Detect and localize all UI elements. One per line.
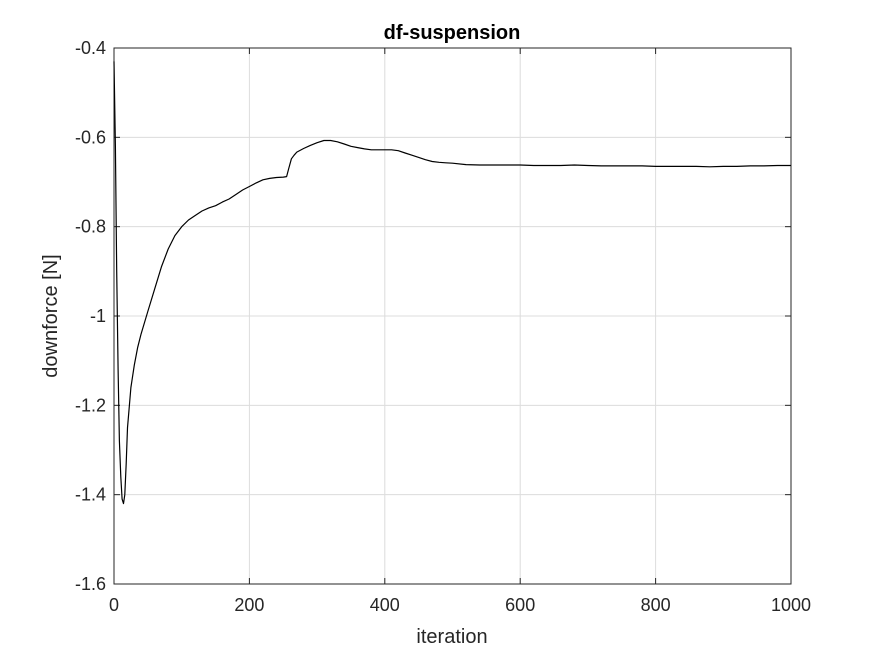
series-layer [113,61,791,505]
y-tick-label: -0.8 [75,217,106,237]
x-tick-label: 800 [641,595,671,615]
chart-title: df-suspension [384,22,521,44]
y-tick-label: -1.2 [75,395,106,415]
y-axis-label: downforce [N] [40,254,62,377]
y-tick-label: -0.4 [75,38,106,58]
axis-ticks: 0 200 400 600 800 1000 -1.6 -1.4 -1.2 -1 -0.8 -0.6 -… [75,38,811,615]
x-tick-label: 0 [109,595,119,615]
series-line-0 [113,61,791,505]
x-tick-label: 1000 [771,595,811,615]
grid [113,47,792,585]
x-tick-label: 600 [505,595,535,615]
y-tick-label: -1.4 [75,485,106,505]
x-tick-label: 400 [370,595,400,615]
x-axis-label: iteration [416,626,487,648]
y-tick-label: -1 [90,306,106,326]
y-tick-label: -0.6 [75,127,106,147]
x-tick-label: 200 [234,595,264,615]
y-tick-label: -1.6 [75,574,106,594]
